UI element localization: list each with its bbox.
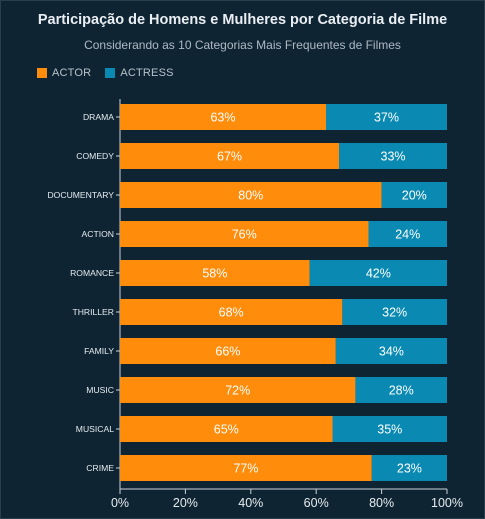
bar-actor (120, 416, 333, 442)
bar-label-actor: 72% (225, 384, 250, 398)
x-tick-label: 40% (238, 496, 263, 510)
legend-label-actress: ACTRESS (120, 67, 174, 79)
category-label: ACTION (82, 229, 114, 239)
bar-actor (120, 182, 382, 208)
bar-actress (309, 260, 447, 286)
legend: ACTOR ACTRESS (37, 66, 188, 80)
category-label: ROMANCE (70, 268, 114, 278)
category-label: THRILLER (72, 307, 114, 317)
category-label: DOCUMENTARY (47, 190, 114, 200)
bar-label-actress: 34% (379, 345, 404, 359)
bar-actor (120, 221, 369, 247)
chart-subtitle: Considerando as 10 Categorias Mais Frequ… (84, 38, 401, 52)
bar-actress (342, 299, 447, 325)
bar-label-actress: 37% (374, 111, 399, 125)
bar-label-actor: 65% (214, 423, 239, 437)
legend-label-actor: ACTOR (52, 67, 92, 79)
bar-label-actor: 63% (210, 111, 235, 125)
bar-actor (120, 338, 336, 364)
x-tick-label: 20% (173, 496, 198, 510)
bar-label-actress: 42% (366, 267, 391, 281)
bar-label-actress: 35% (377, 423, 402, 437)
category-label: FAMILY (84, 346, 114, 356)
bar-label-actor: 68% (219, 306, 244, 320)
x-tick-label: 0% (111, 496, 129, 510)
category-label: MUSICAL (76, 424, 114, 434)
bar-label-actress: 32% (382, 306, 407, 320)
bar-actress (368, 221, 447, 247)
bar-label-actress: 23% (397, 462, 422, 476)
bar-label-actor: 58% (202, 267, 227, 281)
category-label: MUSIC (86, 385, 114, 395)
bar-label-actress: 20% (402, 189, 427, 203)
bar-actress (371, 455, 447, 481)
bar-actor (120, 377, 356, 403)
bar-label-actress: 33% (381, 150, 406, 164)
bar-actor (120, 455, 372, 481)
bar-actor (120, 299, 343, 325)
bar-label-actor: 77% (233, 462, 258, 476)
bar-actress (355, 377, 447, 403)
category-label: COMEDY (76, 151, 114, 161)
bar-actress (326, 104, 447, 130)
category-label: DRAMA (83, 112, 114, 122)
bar-label-actress: 24% (395, 228, 420, 242)
chart-title: Participação de Homens e Mulheres por Ca… (37, 12, 448, 28)
bar-label-actor: 66% (215, 345, 240, 359)
bar-actor (120, 260, 310, 286)
x-tick-label: 80% (369, 496, 394, 510)
bar-actress (339, 143, 447, 169)
bar-label-actress: 28% (389, 384, 414, 398)
x-tick-label: 100% (431, 496, 463, 510)
bar-actress (381, 182, 447, 208)
legend-swatch-actor (37, 68, 47, 78)
bar-label-actor: 76% (232, 228, 257, 242)
bar-label-actor: 80% (238, 189, 263, 203)
legend-swatch-actress (105, 68, 116, 78)
legend-item-actress[interactable]: ACTRESS (105, 67, 173, 79)
legend-item-actor[interactable]: ACTOR (37, 67, 91, 79)
category-label: CRIME (86, 463, 114, 473)
bar-actress (335, 338, 447, 364)
bar-actor (120, 143, 340, 169)
x-tick-label: 60% (304, 496, 329, 510)
bar-actress (332, 416, 447, 442)
bar-label-actor: 67% (217, 150, 242, 164)
bar-actor (120, 104, 327, 130)
